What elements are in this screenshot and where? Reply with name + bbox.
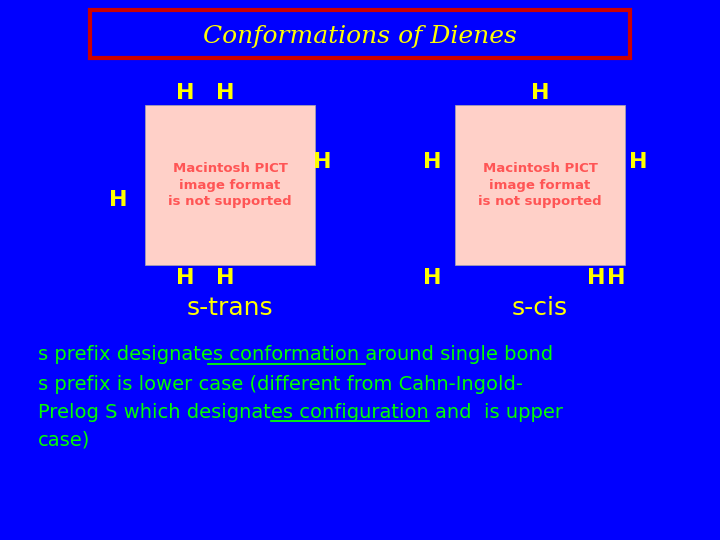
- Text: H: H: [216, 268, 234, 288]
- Text: H: H: [423, 268, 441, 288]
- Text: case): case): [38, 430, 91, 449]
- Text: H: H: [216, 83, 234, 103]
- Text: H: H: [176, 83, 194, 103]
- Text: s prefix is lower case (different from Cahn-Ingold-: s prefix is lower case (different from C…: [38, 375, 523, 395]
- Text: s-trans: s-trans: [186, 296, 274, 320]
- Text: H: H: [587, 268, 606, 288]
- Text: H: H: [176, 268, 194, 288]
- Text: H: H: [607, 268, 625, 288]
- Bar: [455, 105, 625, 265]
- Text: s-cis: s-cis: [512, 296, 568, 320]
- Bar: [145, 105, 315, 265]
- Text: Conformations of Dienes: Conformations of Dienes: [203, 24, 517, 48]
- Text: H: H: [629, 152, 647, 172]
- Text: H: H: [531, 83, 549, 103]
- Text: Macintosh PICT
image format
is not supported: Macintosh PICT image format is not suppo…: [478, 161, 602, 208]
- Bar: [90, 10, 630, 58]
- Text: H: H: [423, 152, 441, 172]
- Text: Prelog S which designates configuration and  is upper: Prelog S which designates configuration …: [38, 402, 563, 422]
- Text: H: H: [109, 190, 127, 210]
- Text: H: H: [312, 152, 331, 172]
- Text: s prefix designates conformation around single bond: s prefix designates conformation around …: [38, 346, 553, 365]
- Text: Macintosh PICT
image format
is not supported: Macintosh PICT image format is not suppo…: [168, 161, 292, 208]
